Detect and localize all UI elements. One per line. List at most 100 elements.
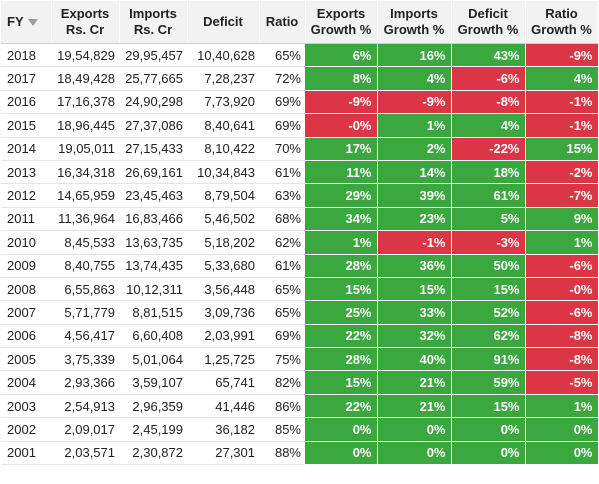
table-row[interactable]: 2016 17,16,378 24,90,298 7,73,920 69% -9% -9% -… [1,90,599,115]
cell-fy: 2008 [1,277,51,302]
cell-exports: 11,36,964 [51,207,119,232]
trade-table: FY Exports Rs. Cr Imports Rs. Cr Deficit R… [1,1,599,466]
header-line: Ratio [265,14,299,29]
column-header-deficit[interactable]: Deficit [187,1,260,44]
cell-deficit-growth: -3% [451,230,526,255]
cell-deficit: 10,40,628 [187,43,259,68]
cell-exports-growth: 29% [305,183,378,208]
cell-imports-growth: -1% [377,230,452,255]
cell-imports-growth: 0% [377,417,452,442]
sort-desc-icon[interactable] [27,19,38,27]
cell-ratio-growth: 0% [525,441,599,466]
cell-deficit: 27,301 [187,441,259,466]
cell-imports-growth: 4% [377,66,452,91]
cell-exports-growth: 6% [305,43,378,68]
header-line: Growth % [457,22,519,37]
cell-deficit: 36,182 [187,417,259,442]
table-row[interactable]: 2004 2,93,366 3,59,107 65,741 82% 15% 21% 59% -5… [1,370,599,395]
table-row[interactable]: 2015 18,96,445 27,37,086 8,40,641 69% -0% 1% 4%… [1,113,599,138]
cell-fy: 2017 [1,66,51,91]
cell-exports-growth: 25% [305,300,378,325]
cell-imports: 3,59,107 [119,370,187,395]
cell-imports-growth: 16% [377,43,452,68]
cell-fy: 2011 [1,207,51,232]
cell-ratio: 82% [259,370,305,395]
cell-deficit: 7,73,920 [187,90,259,115]
table-row[interactable]: 2007 5,71,779 8,81,515 3,09,736 65% 25% 33% 52%… [1,300,599,325]
table-body: 2018 19,54,829 29,95,457 10,40,628 65% 6% 16% 4… [1,43,599,466]
column-header-imports-growth[interactable]: Imports Growth % [377,1,452,44]
trade-table-container: FY Exports Rs. Cr Imports Rs. Cr Deficit R… [1,1,599,466]
cell-deficit: 5,18,202 [187,230,259,255]
cell-fy: 2009 [1,254,51,278]
cell-exports: 17,16,378 [51,90,119,115]
cell-imports-growth: 21% [377,394,452,419]
table-row[interactable]: 2018 19,54,829 29,95,457 10,40,628 65% 6% 16% 4… [1,43,599,68]
cell-ratio: 85% [259,417,305,442]
cell-ratio-growth: -1% [525,113,599,138]
table-row[interactable]: 2013 16,34,318 26,69,161 10,34,843 61% 11% 14%… [1,160,599,185]
cell-imports: 5,01,064 [119,347,187,372]
cell-deficit-growth: 0% [451,417,526,442]
table-row[interactable]: 2011 11,36,964 16,83,466 5,46,502 68% 34% 23% 5… [1,207,599,232]
cell-exports-growth: 28% [305,347,378,372]
cell-imports-growth: 0% [377,441,452,466]
cell-fy: 2012 [1,183,51,208]
cell-exports: 4,56,417 [51,324,119,349]
cell-exports-growth: 0% [305,441,378,466]
cell-imports: 16,83,466 [119,207,187,232]
header-line: Growth % [383,22,445,37]
cell-exports: 8,40,755 [51,254,119,278]
cell-ratio-growth: -0% [525,277,599,302]
cell-deficit-growth: 61% [451,183,526,208]
cell-imports-growth: -9% [377,90,452,115]
cell-ratio-growth: 1% [525,230,599,255]
column-header-exports[interactable]: Exports Rs. Cr [51,1,120,44]
cell-ratio-growth: -7% [525,183,599,208]
cell-imports-growth: 33% [377,300,452,325]
column-header-ratio-growth[interactable]: Ratio Growth % [525,1,599,44]
cell-fy: 2015 [1,113,51,138]
cell-exports: 2,93,366 [51,370,119,395]
table-row[interactable]: 2001 2,03,571 2,30,872 27,301 88% 0% 0% 0% 0% [1,441,599,466]
table-row[interactable]: 2009 8,40,755 13,74,435 5,33,680 61% 28% 36% 50… [1,254,599,278]
header-line: Growth % [310,22,372,37]
cell-exports: 2,09,017 [51,417,119,442]
table-row[interactable]: 2003 2,54,913 2,96,359 41,446 86% 22% 21% 15% 1% [1,394,599,419]
table-row[interactable]: 2005 3,75,339 5,01,064 1,25,725 75% 28% 40% 91%… [1,347,599,372]
column-header-deficit-growth[interactable]: Deficit Growth % [451,1,526,44]
cell-ratio: 70% [259,137,305,161]
column-header-fy[interactable]: FY [1,1,52,44]
table-row[interactable]: 2006 4,56,417 6,60,408 2,03,991 69% 22% 32% 62%… [1,324,599,349]
table-row[interactable]: 2008 6,55,863 10,12,311 3,56,448 65% 15% 15% 15… [1,277,599,302]
cell-exports: 18,49,428 [51,66,119,91]
cell-exports-growth: 22% [305,394,378,419]
cell-fy: 2013 [1,160,51,185]
header-line: Imports [129,6,177,21]
cell-deficit: 3,56,448 [187,277,259,302]
column-header-exports-growth[interactable]: Exports Growth % [305,1,378,44]
cell-deficit-growth: -22% [451,137,526,161]
cell-fy: 2005 [1,347,51,372]
cell-exports: 18,96,445 [51,113,119,138]
table-row[interactable]: 2017 18,49,428 25,77,665 7,28,237 72% 8% 4% -6%… [1,66,599,91]
cell-ratio: 86% [259,394,305,419]
cell-imports: 13,74,435 [119,254,187,278]
cell-ratio: 65% [259,43,305,68]
cell-imports: 10,12,311 [119,277,187,302]
table-row[interactable]: 2002 2,09,017 2,45,199 36,182 85% 0% 0% 0% 0% [1,417,599,442]
cell-imports: 24,90,298 [119,90,187,115]
table-row[interactable]: 2014 19,05,011 27,15,433 8,10,422 70% 17% 2% -2… [1,137,599,161]
column-header-ratio[interactable]: Ratio [259,1,306,44]
column-header-imports[interactable]: Imports Rs. Cr [119,1,188,44]
cell-deficit-growth: -6% [451,66,526,91]
cell-exports: 6,55,863 [51,277,119,302]
cell-imports-growth: 36% [377,254,452,278]
cell-deficit-growth: 52% [451,300,526,325]
table-row[interactable]: 2012 14,65,959 23,45,463 8,79,504 63% 29% 39% 6… [1,183,599,208]
header-line: Rs. Cr [133,22,173,37]
cell-deficit-growth: -8% [451,90,526,115]
cell-deficit-growth: 4% [451,113,526,138]
table-row[interactable]: 2010 8,45,533 13,63,735 5,18,202 62% 1% -1% -3%… [1,230,599,255]
cell-fy: 2003 [1,394,51,419]
